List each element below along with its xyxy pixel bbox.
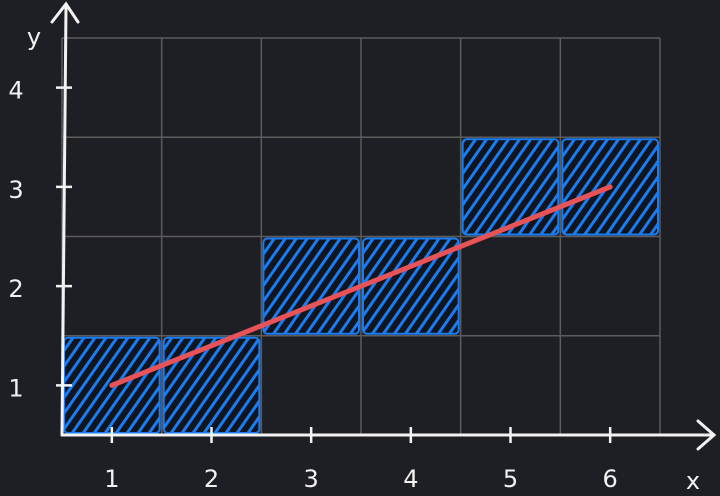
- cells-layer: [63, 138, 659, 434]
- y-axis: [50, 1, 80, 437]
- y-axis-label: y: [27, 23, 41, 51]
- x-tick-label: 5: [503, 465, 518, 493]
- x-axis-label: x: [686, 467, 700, 495]
- x-axis: [60, 419, 717, 451]
- y-tick-label: 3: [8, 176, 23, 204]
- line: [109, 184, 613, 388]
- x-tick-label: 2: [204, 465, 219, 493]
- raster-cell: [162, 336, 261, 434]
- x-tick-label: 3: [304, 465, 319, 493]
- x-tick-label: 6: [603, 465, 618, 493]
- x-tick-label: 4: [403, 465, 418, 493]
- y-tick-label: 1: [8, 374, 23, 402]
- y-tick-label: 2: [8, 275, 23, 303]
- foreground-layer: x y 1 2 3 4 5 6 1 2 3 4: [8, 1, 717, 495]
- y-tick-label: 4: [8, 77, 23, 105]
- raster-cell: [461, 138, 560, 236]
- x-tick-label: 1: [104, 465, 119, 493]
